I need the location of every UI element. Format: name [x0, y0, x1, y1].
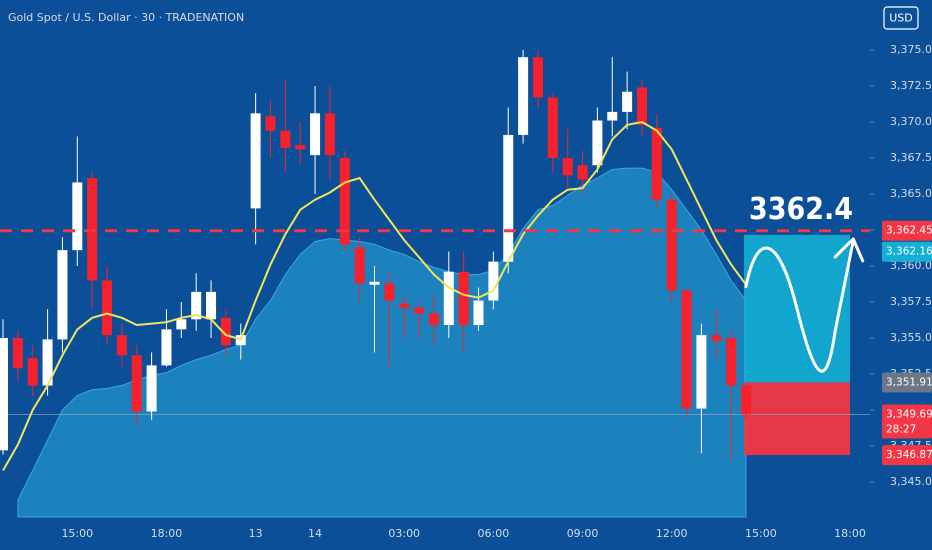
price-countdown: 28:27	[886, 423, 916, 435]
y-tick-label: 3,357.50	[890, 295, 932, 308]
candle-body	[102, 280, 113, 336]
candle-body	[191, 291, 202, 320]
y-tick-label: 3,360.00	[890, 259, 932, 272]
price-tag	[882, 445, 932, 466]
candle-body	[42, 339, 53, 386]
candle-body	[146, 365, 157, 412]
ma-area	[17, 167, 747, 518]
candle-body	[176, 319, 187, 330]
candle-body	[428, 313, 439, 326]
candle-body	[547, 97, 558, 158]
candle-body	[220, 317, 231, 346]
price-tag-label: 3,351.91	[886, 376, 932, 388]
y-tick-label: 3,375.00	[890, 43, 932, 56]
candle-body	[414, 307, 425, 314]
candle-body	[636, 87, 647, 125]
price-tag	[882, 372, 932, 393]
y-tick-label: 3,345.00	[890, 475, 932, 488]
candle-body	[280, 130, 291, 148]
x-tick-label: 15:00	[61, 527, 93, 540]
candle-body	[310, 113, 321, 156]
price-tag-label: 3,346.87	[886, 449, 932, 461]
candle-body	[458, 271, 469, 326]
candle-body	[518, 57, 529, 135]
price-tag-label: 3,362.45	[886, 225, 932, 237]
candle-body	[741, 385, 751, 415]
candle-body	[711, 335, 722, 341]
forecast-arrow	[833, 237, 865, 263]
stop-zone	[744, 382, 851, 456]
y-tick-label: 3,355.00	[890, 331, 932, 344]
candle-body	[666, 199, 677, 291]
candle-body	[532, 57, 543, 98]
y-tick-label: 3,367.50	[890, 151, 932, 164]
candle-body	[592, 120, 603, 166]
candle-body	[726, 337, 737, 386]
candle-body	[562, 157, 573, 176]
x-tick-label: 12:00	[656, 527, 688, 540]
price-tag-label: 3,362.16	[886, 246, 932, 258]
x-tick-label: 15:00	[745, 527, 777, 540]
x-tick-label: 09:00	[567, 527, 599, 540]
price-tag-label: 3,349.69	[886, 408, 932, 420]
candle-body	[651, 127, 662, 200]
candle-body	[577, 165, 588, 180]
candle-body	[384, 283, 395, 301]
candle-body	[443, 271, 454, 326]
chart-title: Gold Spot / U.S. Dollar · 30 · TRADENATI…	[8, 11, 244, 24]
candle-body	[72, 182, 83, 251]
annotation: 3362.4	[749, 192, 853, 227]
ma-line	[2, 120, 747, 471]
currency-label[interactable]: USD	[889, 12, 913, 25]
candle-body	[681, 290, 692, 409]
candle-body	[339, 157, 350, 245]
candle-body	[607, 111, 618, 121]
candle-body	[250, 113, 261, 209]
x-tick-label: 18:00	[834, 527, 866, 540]
x-tick-label: 18:00	[151, 527, 183, 540]
y-tick-label: 3,365.00	[890, 187, 932, 200]
candle-body	[503, 134, 514, 262]
candle-body	[0, 337, 8, 451]
x-tick-label: 14	[308, 527, 322, 540]
candle-body	[295, 145, 306, 150]
candle-body	[57, 250, 68, 340]
candle-body	[354, 247, 365, 284]
forecast-curve	[744, 239, 855, 373]
x-tick-label: 06:00	[478, 527, 510, 540]
candle-body	[206, 291, 217, 320]
candle-body	[488, 261, 499, 301]
candle-body	[116, 335, 127, 356]
candle-body	[399, 303, 410, 308]
candle-body	[265, 116, 276, 131]
price-tag	[882, 404, 932, 439]
price-tag	[882, 241, 932, 262]
price-tag	[882, 220, 932, 241]
candle-body	[324, 113, 335, 156]
x-tick-label: 13	[249, 527, 263, 540]
candle-body	[131, 355, 142, 412]
candle-body	[696, 335, 707, 409]
candle-body	[27, 358, 38, 386]
x-tick-label: 03:00	[388, 527, 420, 540]
candle-body	[161, 329, 172, 366]
candle-body	[622, 91, 633, 112]
y-tick-label: 3,372.50	[890, 79, 932, 92]
candle-body	[473, 300, 484, 326]
y-tick-label: 3,370.00	[890, 115, 932, 128]
candle-body	[12, 337, 23, 369]
candle-body	[369, 281, 380, 285]
currency-button[interactable]	[883, 6, 919, 30]
